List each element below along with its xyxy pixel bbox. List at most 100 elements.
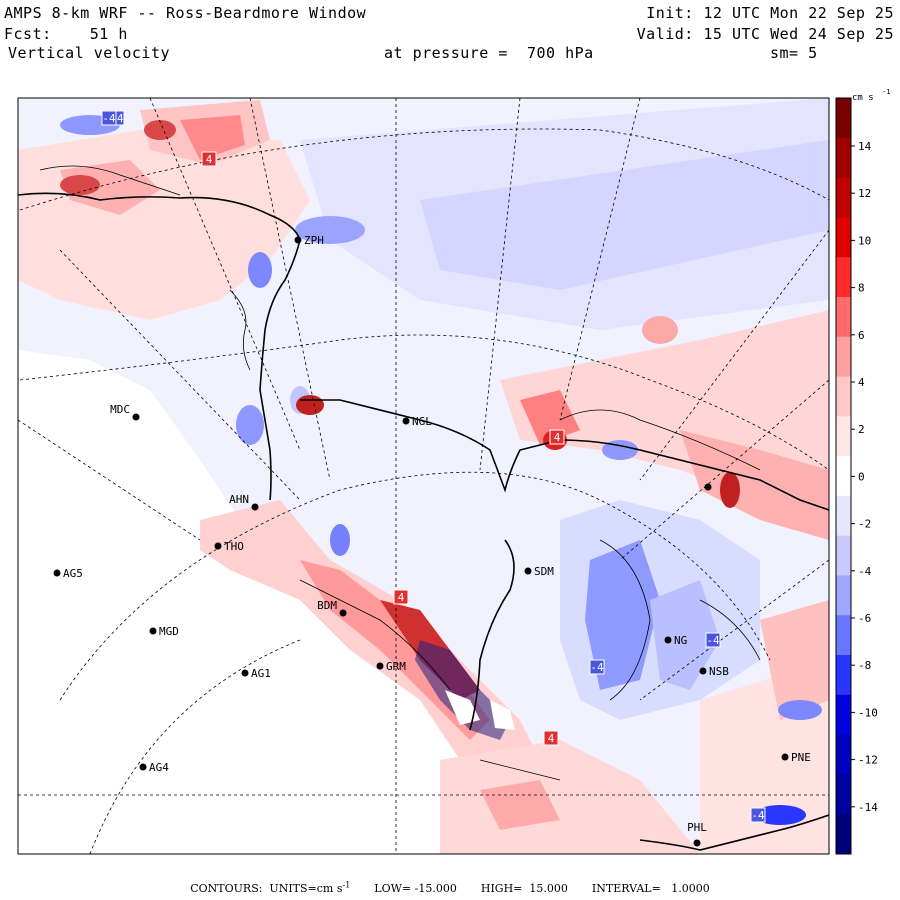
colorbar-band (836, 416, 851, 457)
colorbar-tick-label: 12 (858, 187, 871, 200)
station-marker-ag4 (139, 763, 147, 771)
station-marker-zph (294, 236, 302, 244)
station-marker-mdc (132, 413, 140, 421)
station-label-ag1: AG1 (251, 667, 271, 680)
contour-units-exp: -1 (342, 880, 351, 889)
station-marker-phl (693, 839, 701, 847)
plot-frame (17, 97, 830, 855)
station-marker-ngl (402, 417, 410, 425)
colorbar-band (836, 655, 851, 696)
coastline (18, 192, 829, 851)
colorbar-tick-label: 14 (858, 140, 872, 153)
colorbar-tick-label: 4 (858, 376, 865, 389)
colorbar-band (836, 774, 851, 815)
colorbar-tick-label: 10 (858, 234, 871, 247)
colorbar-units-exp: -1 (882, 88, 890, 96)
contour-label-box (101, 110, 117, 126)
colorbar-tick-label: -10 (858, 706, 878, 719)
station-marker-mcm (704, 483, 712, 491)
smoothing-value: sm= 5 (770, 44, 818, 62)
contour-label-box (589, 659, 605, 675)
station-marker-tho (214, 542, 222, 550)
colorbar-tick-label: 0 (858, 470, 865, 483)
colorbar-tick-label: -12 (858, 754, 878, 767)
colorbar-band (836, 814, 851, 855)
colorbar-tick-label: -8 (858, 659, 871, 672)
colorbar-tick-label: -2 (858, 518, 871, 531)
colorbar-tick-label: 8 (858, 282, 865, 295)
contour-label-box (750, 807, 766, 823)
colorbar-band (836, 137, 851, 179)
colorbar-band (836, 217, 851, 258)
station-marker-ahn (251, 503, 259, 511)
contour-label: -4 (751, 809, 765, 822)
pressure-level: at pressure = 700 hPa (384, 44, 594, 62)
contour-label: 4 (206, 153, 213, 166)
graticule (18, 98, 829, 854)
station-label-tho: THO (224, 540, 244, 553)
contour-units: CONTOURS: UNITS=cm s (190, 881, 343, 895)
init-time: Init: 12 UTC Mon 22 Sep 25 (646, 4, 894, 22)
colorbar-band (836, 296, 851, 338)
station-marker-grm (376, 662, 384, 670)
contour-label-box (201, 151, 217, 167)
station-marker-ng (664, 636, 672, 644)
contour-label-box (393, 589, 409, 605)
station-label-mgd: MGD (159, 625, 179, 638)
contour-label: 4 (554, 431, 561, 444)
colorbar-band (836, 575, 851, 616)
colorbar-tick-label: -4 (858, 565, 872, 578)
station-marker-pne (781, 753, 789, 761)
colorbar-units: cm s (852, 93, 874, 103)
colorbar-band (836, 734, 851, 775)
colorbar-tick-label: 2 (858, 423, 865, 436)
station-label-sdm: SDM (534, 565, 554, 578)
contour-lines (39, 165, 761, 781)
station-marker-ag5 (53, 569, 61, 577)
field-name: Vertical velocity (8, 44, 171, 62)
station-label-bdm: BDM (317, 599, 337, 612)
station-label-ng: NG (674, 634, 687, 647)
contour-label-box (543, 730, 559, 746)
station-label-zph: ZPH (304, 234, 324, 247)
station-label-ahn: AHN (229, 493, 249, 506)
station-marker-nsb (699, 667, 707, 675)
valid-time: Valid: 15 UTC Wed 24 Sep 25 (636, 25, 894, 43)
plot-title: AMPS 8-km WRF -- Ross-Beardmore Window (4, 4, 367, 22)
station-marker-sdm (524, 567, 532, 575)
colorbar-tick-label: -14 (858, 801, 878, 814)
station-label-grm: GRM (386, 660, 406, 673)
forecast-hour: Fcst: 51 h (4, 25, 128, 43)
station-marker-bdm (339, 609, 347, 617)
station-label-ag4: AG4 (149, 761, 169, 774)
map-plot-area: -444-44-44-4-4 ZPHMDCNGLAHNTHOAG5MGDAG1A… (18, 98, 829, 854)
station-label-mdc: MDC (110, 403, 130, 416)
station-label-nsb: NSB (709, 665, 729, 678)
contour-label: -4 (706, 634, 720, 647)
station-label-ag5: AG5 (63, 567, 83, 580)
contour-label-box (549, 429, 565, 445)
station-marker-ag1 (241, 669, 249, 677)
colorbar-band (836, 615, 851, 656)
colorbar-band (836, 535, 851, 576)
contour-label: 4 (398, 591, 405, 604)
colorbar-band (836, 177, 851, 218)
station-label-phl: PHL (687, 821, 707, 834)
colorbar-band (836, 694, 851, 736)
contour-label: 4 (548, 732, 555, 745)
colorbar-band (836, 495, 851, 537)
colorbar-band (836, 257, 851, 298)
colorbar-band (836, 376, 851, 417)
colorbar-band (836, 336, 851, 378)
contour-label: -4 (590, 661, 604, 674)
station-label-ngl: NGL (412, 415, 432, 428)
colorbar-band (836, 456, 851, 497)
colorbar-tick-label: 6 (858, 329, 865, 342)
contour-label: -4 (102, 112, 116, 125)
station-label-pne: PNE (791, 751, 811, 764)
station-marker-mgd (149, 627, 157, 635)
contour-high: HIGH= 15.000 (480, 881, 568, 895)
colorbar-tick-label: -6 (858, 612, 871, 625)
contour-info: CONTOURS: UNITS=cm s-1 LOW= -15.000 HIGH= … (0, 880, 900, 895)
